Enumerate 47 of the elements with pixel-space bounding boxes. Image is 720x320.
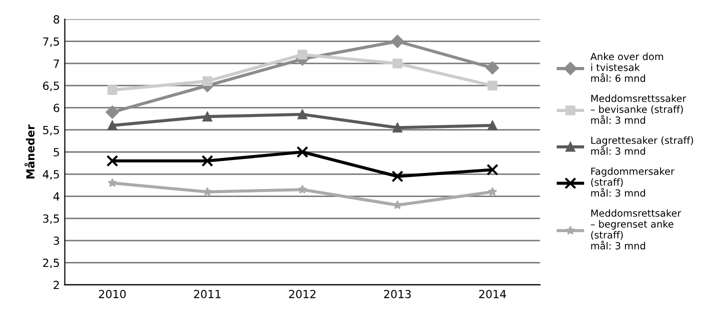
legend-label: Anke over dom i tvistesak mål: 6 mnd [590, 52, 664, 82]
y-tick-label: 5 [54, 148, 59, 156]
point [298, 184, 308, 194]
y-tick-label: 2,5 [43, 258, 59, 268]
point [486, 61, 500, 74]
y-tick-label: 7,5 [43, 37, 59, 47]
point [202, 186, 212, 196]
point [488, 186, 498, 196]
x-tick-label: 2011 [194, 290, 220, 298]
y-tick-label: 5,5 [43, 126, 59, 136]
point [108, 178, 117, 188]
y-tick-label: 4 [53, 192, 60, 200]
point [106, 154, 118, 167]
point [488, 80, 498, 90]
point [392, 58, 402, 68]
y-tick-label: 8 [54, 15, 60, 24]
point [201, 154, 214, 167]
point [202, 76, 212, 86]
point [488, 120, 498, 130]
point [392, 170, 404, 182]
point [392, 200, 402, 210]
y-tick-label: 3,5 [43, 214, 59, 224]
y-tick-label: 3 [54, 236, 60, 245]
legend-label: Fagdommersaker (straff) mål: 3 mnd [591, 167, 674, 197]
y-tick-label: 6 [54, 104, 60, 112]
point [392, 122, 402, 133]
point [202, 112, 212, 122]
point [107, 85, 118, 95]
point [107, 120, 118, 130]
y-axis-title: Måneder [24, 124, 35, 178]
x-tick-label: 2013 [384, 290, 411, 298]
point [298, 110, 308, 120]
y-tick-label: 4,5 [42, 170, 59, 180]
point [298, 50, 308, 60]
legend-label: Meddomsrettssaker – bevisanke (straff) mål: 3 mnd [590, 94, 686, 124]
point [486, 164, 498, 176]
point [296, 146, 308, 158]
legend-label: Lagrettesaker (straff) mål: 3 mnd [591, 136, 694, 155]
legend-label: Meddomsrettsaker – begrenset anke (straff) mål: 3 mnd [590, 209, 682, 250]
y-tick-label: 2 [54, 280, 59, 290]
point [106, 106, 119, 119]
x-tick-label: 2012 [289, 290, 316, 298]
x-tick-label: 2014 [479, 290, 506, 298]
y-tick-label: 7 [54, 60, 59, 68]
y-tick-label: 6,5 [43, 82, 59, 92]
point [390, 34, 404, 48]
x-tick-label: 2010 [98, 290, 126, 298]
